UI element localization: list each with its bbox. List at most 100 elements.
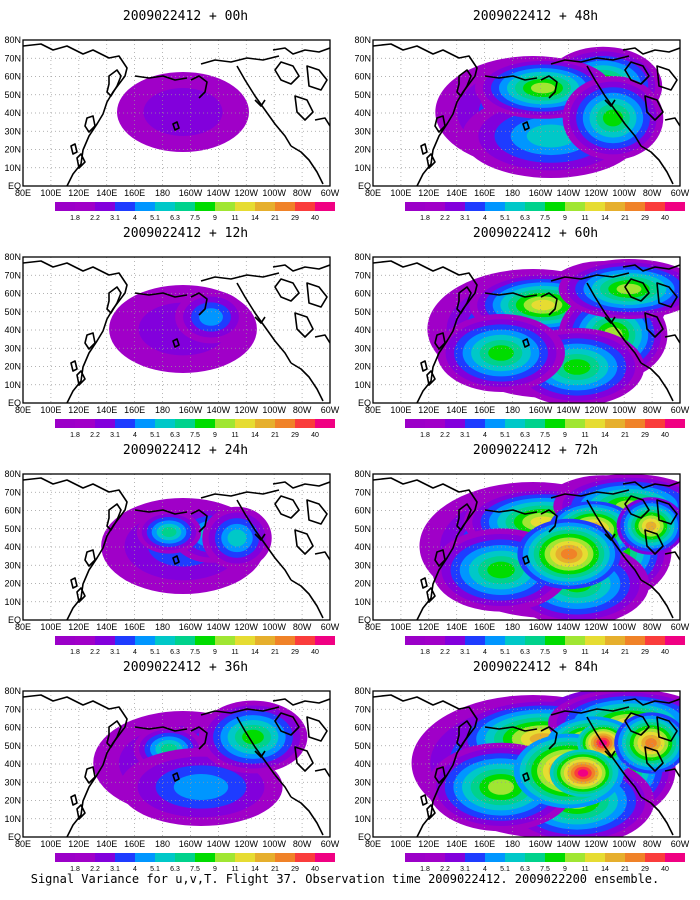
colorbar-swatch (545, 202, 565, 211)
coastline (76, 370, 86, 386)
y-tick-label: 50N (354, 90, 371, 100)
variance-contour (616, 283, 642, 295)
colorbar-swatch (135, 853, 155, 862)
variance-field (373, 691, 680, 837)
x-tick-label: 140E (96, 622, 117, 632)
coastline (70, 143, 78, 155)
coastline (540, 726, 558, 750)
colorbar-swatch (505, 636, 525, 645)
y-tick-label: 40N (4, 542, 21, 552)
coastline (272, 47, 330, 55)
colorbar-label: 21 (621, 215, 629, 222)
coastline (134, 509, 188, 515)
coastline (23, 477, 128, 620)
coastline (456, 503, 472, 531)
panel-title: 2009022412 + 00h (123, 9, 248, 24)
colorbar-swatch (315, 636, 335, 645)
colorbar-swatch (585, 636, 605, 645)
coastline (656, 282, 678, 308)
colorbar-swatch (215, 636, 235, 645)
x-tick-label: 120W (235, 188, 259, 198)
coastline (624, 495, 650, 519)
colorbar-swatch (255, 202, 275, 211)
x-tick-label: 140W (557, 188, 581, 198)
x-tick-label: 120E (68, 622, 89, 632)
colorbar-label: 5.1 (150, 866, 160, 873)
colorbar-swatch (545, 419, 565, 428)
coastline (484, 292, 538, 298)
colorbar-swatch (465, 636, 485, 645)
colorbar-swatch (425, 202, 445, 211)
x-tick-label: 60W (321, 405, 340, 415)
map-frame (22, 256, 331, 404)
colorbar-swatch (565, 419, 585, 428)
y-tick-label: 60N (354, 506, 371, 516)
colorbar-swatch (215, 202, 235, 211)
figure-caption: Signal Variance for u,v,T. Flight 37. Ob… (30, 872, 660, 886)
map-panel: 2009022412 + 72h 80N 70N 60N 50N 40N 30N 20N 10N… (354, 443, 689, 656)
y-tick-label: 30N (354, 343, 371, 353)
colorbar-swatch (215, 419, 235, 428)
coastline (106, 720, 122, 748)
y-tick-label: 30N (4, 343, 21, 353)
y-tick-label: 10N (4, 814, 21, 824)
coastline (290, 579, 324, 619)
variance-contour (161, 527, 177, 537)
colorbar-swatch (665, 853, 685, 862)
variance-contour (563, 359, 591, 375)
colorbar-label: 9 (213, 215, 217, 222)
y-tick-label: EQ (8, 398, 21, 408)
x-tick-label: 100E (390, 188, 411, 198)
x-tick-label: 160E (474, 405, 495, 415)
variance-field (23, 691, 330, 837)
x-tick-label: 60W (321, 622, 340, 632)
colorbar-label: 4 (483, 215, 487, 222)
colorbar-label: 21 (271, 649, 279, 656)
colorbar-label: 7.5 (540, 866, 550, 873)
y-tick-label: 50N (4, 90, 21, 100)
coastline (314, 768, 330, 778)
colorbar-label: 1.8 (420, 649, 430, 656)
x-tick-label: 100W (612, 839, 636, 849)
variance-contour (526, 124, 576, 148)
coastline (272, 698, 330, 706)
colorbar-label: 14 (601, 215, 609, 222)
y-tick-label: 20N (4, 362, 21, 372)
colorbar-swatch (485, 202, 505, 211)
colorbar-swatch (315, 853, 335, 862)
x-tick-label: 160E (124, 405, 145, 415)
colorbar-label: 5.1 (150, 215, 160, 222)
colorbar-swatch (425, 636, 445, 645)
colorbar-swatch (155, 419, 175, 428)
colorbar-label: 29 (291, 432, 299, 439)
colorbar-label: 6.3 (520, 432, 530, 439)
coastline (274, 712, 300, 736)
colorbar-label: 4 (483, 866, 487, 873)
colorbar-label: 1.8 (420, 866, 430, 873)
colorbar-swatch (445, 636, 465, 645)
y-tick-label: 80N (4, 686, 21, 696)
coastline (426, 153, 436, 169)
x-tick-label: 160W (179, 839, 203, 849)
colorbar-swatch (445, 853, 465, 862)
y-tick-label: 40N (354, 542, 371, 552)
x-tick-label: 80E (365, 622, 381, 632)
coastline (70, 794, 78, 806)
coastline (624, 61, 650, 85)
colorbar-label: 9 (213, 649, 217, 656)
colorbar-swatch (565, 853, 585, 862)
colorbar-label: 4 (133, 649, 137, 656)
y-tick-label: 10N (354, 380, 371, 390)
x-tick-label: 180 (505, 839, 520, 849)
colorbar-swatch (665, 419, 685, 428)
panel-title: 2009022412 + 72h (473, 443, 598, 458)
variance-contour (199, 308, 223, 326)
y-tick-label: 70N (4, 270, 21, 280)
y-tick-label: EQ (8, 181, 21, 191)
coastline (522, 772, 530, 782)
panel-title: 2009022412 + 36h (123, 660, 248, 675)
coastline (640, 362, 674, 402)
variance-field (373, 257, 680, 403)
x-tick-label: 140W (207, 188, 231, 198)
